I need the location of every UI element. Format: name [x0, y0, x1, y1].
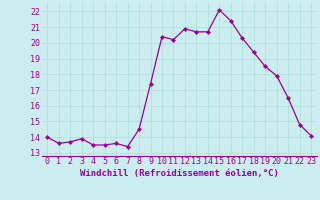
X-axis label: Windchill (Refroidissement éolien,°C): Windchill (Refroidissement éolien,°C): [80, 169, 279, 178]
